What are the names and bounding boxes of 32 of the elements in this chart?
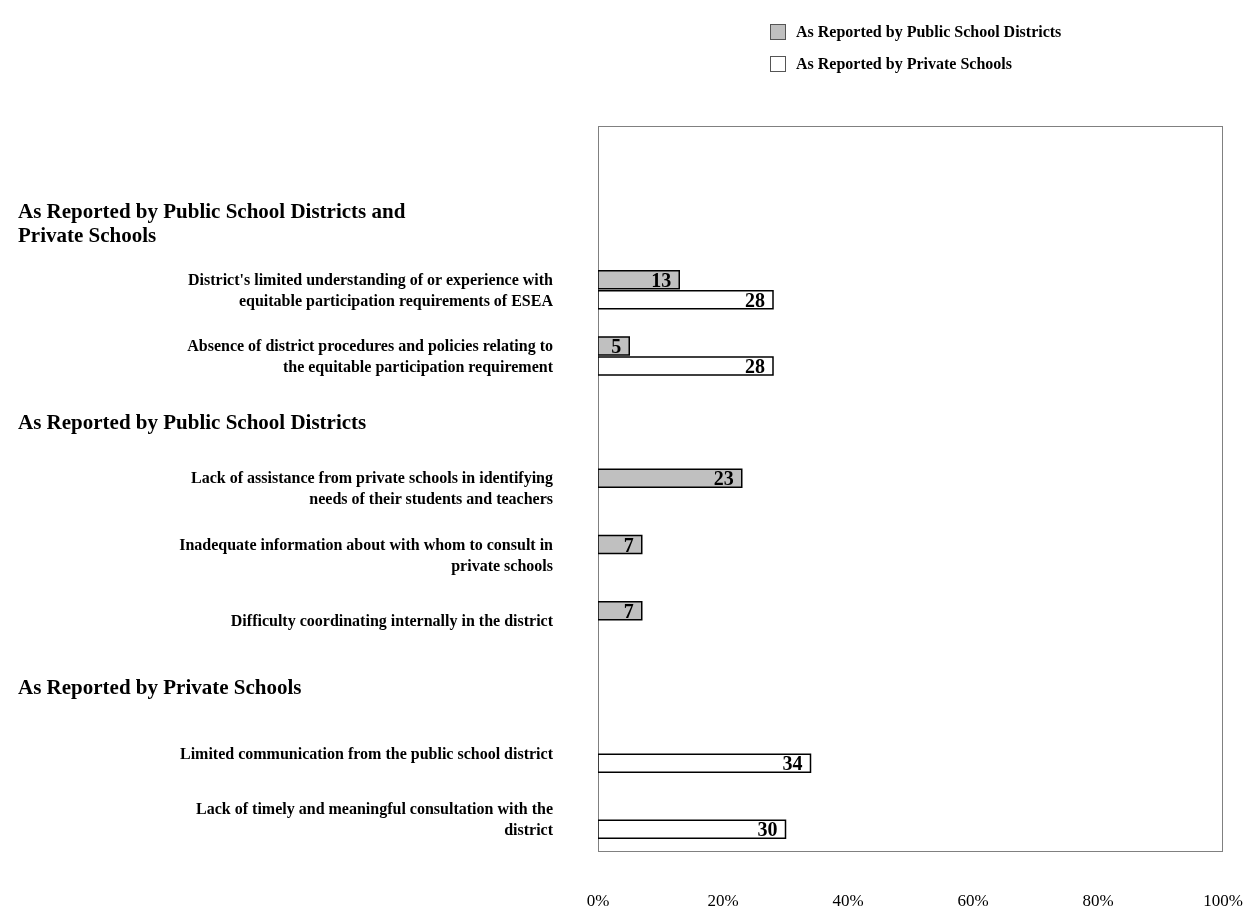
x-tick-label: 80% [1082,891,1114,911]
data-label: 13 [651,268,672,291]
data-label: 7 [623,599,634,622]
bar [598,753,812,773]
text: As Reported by Private Schools [796,55,1012,73]
x-tick-label: 60% [957,891,989,911]
text: As Reported by Public School Districts [18,409,367,434]
y-tick-label: District's limited understanding of or experience with equitable participation requirements of ESEA [187,270,554,310]
y-tick-label: Lack of timely and meaningful consultation with the district [196,799,554,838]
x-tick-label: 20% [707,891,739,911]
x-tick-label: 100% [1203,891,1243,911]
data-label: 23 [713,467,734,490]
y-tick-label: Difficulty coordinating internally in the district [230,611,554,630]
bar [598,819,787,840]
x-tick-label: 40% [832,891,864,911]
bar [598,601,643,621]
legend-label: As Reported by Public School Districts [796,23,1062,41]
y-tick-label: Limited communication from the public school district [179,744,554,763]
data-label: 34 [782,752,803,775]
bar [598,468,743,489]
data-label: 28 [745,288,765,311]
y-tick-label: Lack of assistance from private schools in identifying needs of their students and teachers [191,468,553,507]
bar [598,534,643,555]
data-label: 30 [757,818,778,841]
text: As Reported by Public School Districts and Private Schools [18,199,406,248]
text: As Reported by Private Schools [18,674,302,699]
data-label: 28 [745,355,765,378]
data-label: 5 [611,335,622,358]
y-tick-label: Absence of district procedures and policies relating to the equitable participation requirement [187,336,554,376]
x-tick-label: 0% [586,891,610,911]
y-tick-label: Inadequate information about with whom to consult in private schools [179,535,554,575]
data-label: 7 [623,533,634,556]
